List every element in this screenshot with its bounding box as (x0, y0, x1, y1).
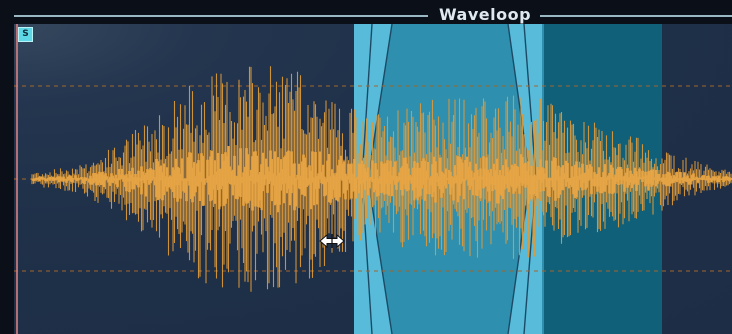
title-frame-line-right (540, 15, 732, 17)
title-frame-line-left (14, 15, 428, 17)
resize-horizontal-cursor-icon (319, 233, 345, 249)
waveform-canvas[interactable] (14, 24, 732, 334)
panel-title: Waveloop (438, 5, 532, 24)
waveform-panel[interactable]: S (14, 24, 732, 334)
solo-badge-icon[interactable]: S (18, 27, 33, 42)
crossfade-end-zone[interactable] (507, 24, 542, 334)
waveform-core (31, 146, 732, 213)
